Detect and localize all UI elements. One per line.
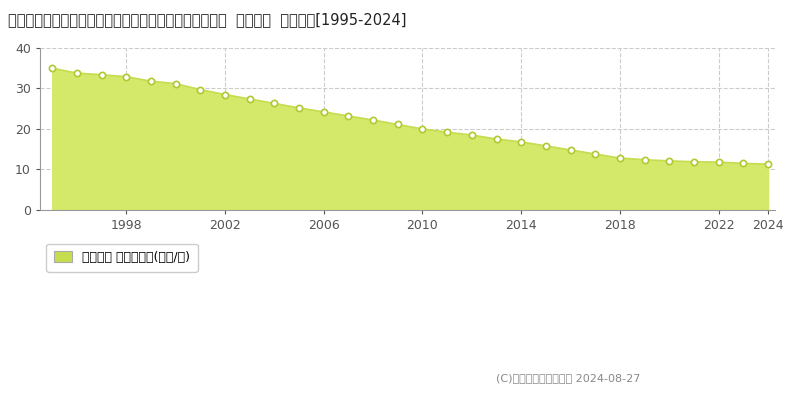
Text: 新潟県西蒲原郡弥彦村大字弥彦字大石原２９３４番１外  地価公示  地価推移[1995-2024]: 新潟県西蒲原郡弥彦村大字弥彦字大石原２９３４番１外 地価公示 地価推移[1995… <box>8 12 406 27</box>
Text: (C)土地価格ドットコム 2024-08-27: (C)土地価格ドットコム 2024-08-27 <box>496 373 640 383</box>
Legend: 地価公示 平均嵪単価(万円/嵪): 地価公示 平均嵪単価(万円/嵪) <box>46 244 198 272</box>
